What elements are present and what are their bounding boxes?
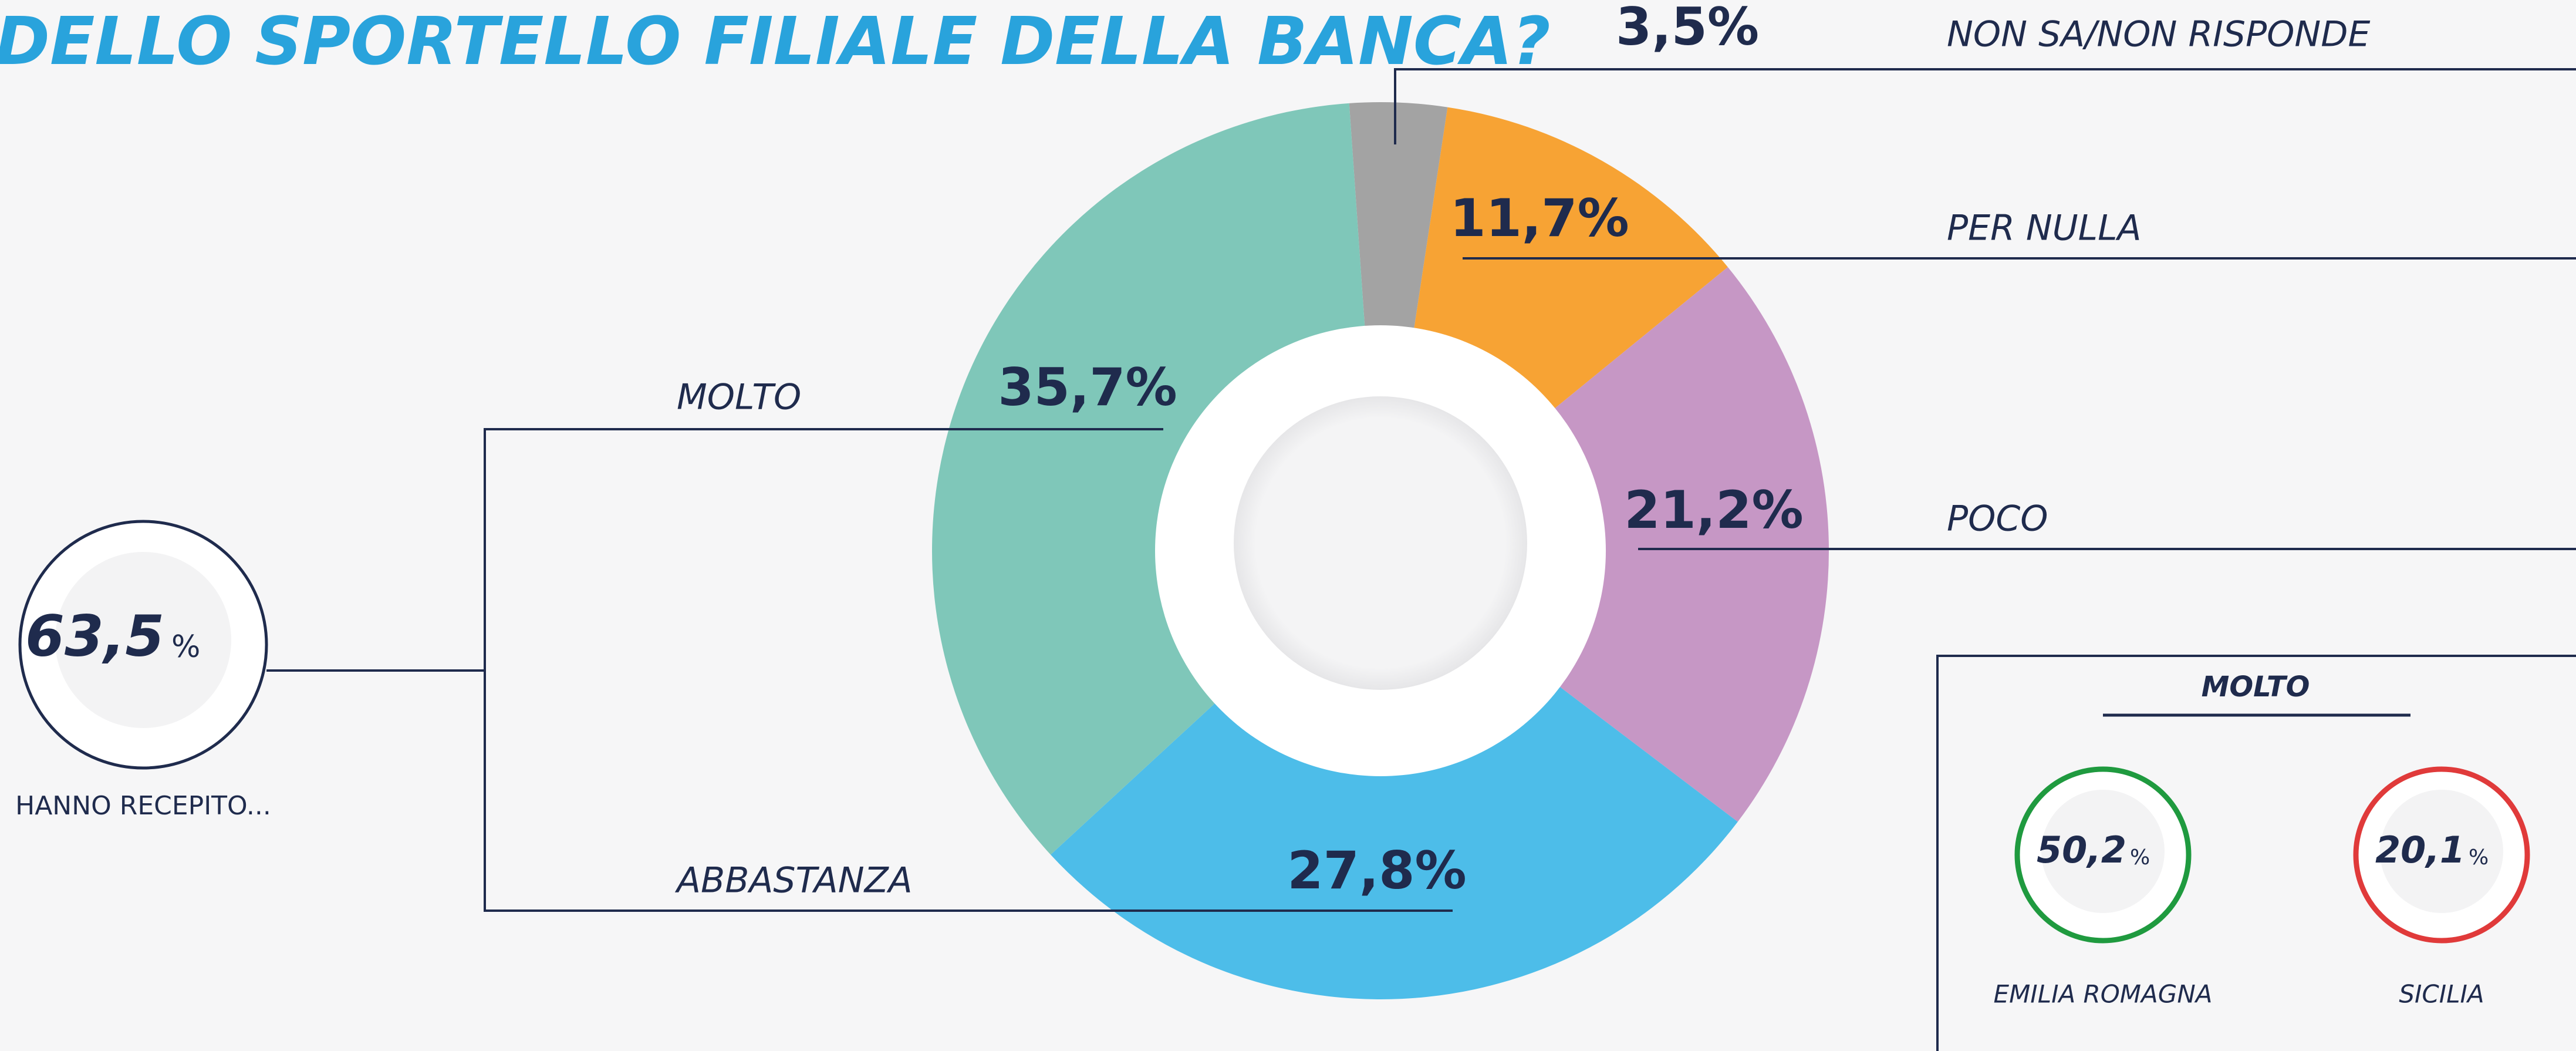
chart-title: DELLO SPORTELLO FILIALE DELLA BANCA? <box>0 4 1551 80</box>
category-label: PER NULLA <box>1947 208 2142 249</box>
regions: 50,2 % EMILIA ROMAGNA 20,1 % SICILIA <box>1994 766 2530 1009</box>
slice <box>931 103 1380 855</box>
region-name: SICILIA <box>2399 980 2484 1009</box>
region-name: EMILIA ROMAGNA <box>1994 980 2213 1009</box>
value-label: 35,7% <box>998 357 1177 417</box>
category-label: POCO <box>1947 498 2048 540</box>
region-value: 20,1 <box>2375 828 2465 871</box>
region-unit: % <box>2130 845 2150 870</box>
leader-line <box>1394 68 2576 144</box>
region-circle-inner <box>2380 790 2503 913</box>
value-label: 11,7% <box>1450 188 1629 248</box>
category-label: NON SA/NON RISPONDE <box>1947 14 2370 55</box>
value-label: 27,8% <box>1287 840 1466 901</box>
region-circle-inner <box>2041 790 2165 913</box>
region-unit: % <box>2469 845 2489 870</box>
donut-hole-shade <box>1234 396 1527 690</box>
total-caption: HANNO RECEPITO... <box>15 791 271 821</box>
value-label: 3,5% <box>1616 0 1759 57</box>
region-box <box>1936 655 2576 1051</box>
box-title: MOLTO <box>2202 671 2310 703</box>
total-value: 63,5 <box>25 603 164 669</box>
category-label: MOLTO <box>677 377 801 418</box>
category-label: ABBASTANZA <box>674 860 913 901</box>
total-unit: % <box>171 629 200 665</box>
total-circle-inner <box>55 552 231 728</box>
value-label: 21,2% <box>1624 480 1803 540</box>
region-value: 50,2 <box>2037 828 2126 871</box>
